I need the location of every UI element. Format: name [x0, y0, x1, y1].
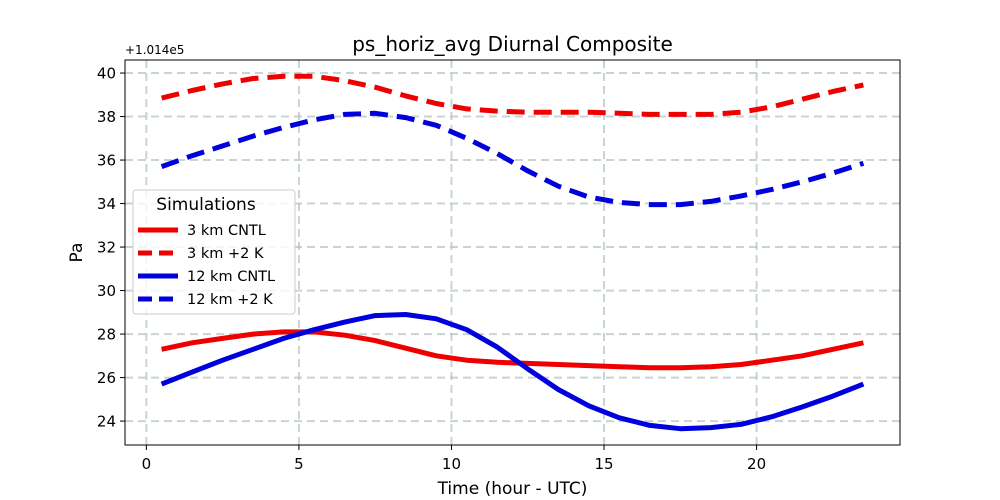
- y-tick-label: 34: [97, 195, 116, 213]
- y-tick-label: 38: [97, 108, 116, 126]
- legend-label: 12 km +2 K: [187, 292, 273, 308]
- series-line-12-km-2-k: [160, 110, 865, 208]
- x-tick-label: 0: [142, 455, 152, 473]
- x-tick-label: 15: [594, 455, 613, 473]
- x-axis-label: Time (hour - UTC): [437, 479, 588, 499]
- legend-label: 12 km CNTL: [187, 269, 275, 285]
- y-tick-label: 24: [97, 413, 116, 431]
- legend-title: Simulations: [156, 195, 256, 215]
- x-tick-label: 10: [442, 455, 461, 473]
- x-tick-label: 20: [747, 455, 766, 473]
- y-tick-label: 36: [97, 152, 116, 170]
- legend-label: 3 km +2 K: [187, 246, 264, 262]
- y-axis-label: Pa: [67, 243, 87, 263]
- series-line-3-km-cntl: [161, 329, 864, 371]
- y-offset-label: +1.014e5: [125, 43, 184, 57]
- y-tick-label: 32: [97, 239, 116, 257]
- plot-frame: [124, 59, 901, 446]
- chart-title: ps_horiz_avg Diurnal Composite: [352, 32, 673, 56]
- series-lines: [160, 73, 865, 432]
- legend: Simulations 3 km CNTL 3 km +2 K 12 km CNTL…: [132, 189, 296, 315]
- series-line-3-km-2-k: [160, 73, 864, 117]
- y-tick-label: 26: [97, 369, 116, 387]
- legend-entries: 3 km CNTL 3 km +2 K 12 km CNTL 12 km +2 K: [138, 223, 275, 308]
- legend-box: [132, 189, 296, 315]
- y-tick-label: 28: [97, 326, 116, 344]
- y-tick-label: 30: [97, 282, 116, 300]
- series-line-12-km-cntl: [160, 312, 865, 432]
- y-tick-label: 40: [97, 65, 116, 83]
- legend-label: 3 km CNTL: [187, 223, 266, 239]
- x-tick-label: 5: [294, 455, 304, 473]
- axis-ticks: 0 5 10 15 20 24 26 28 30 32 34 36 38 40: [97, 65, 766, 473]
